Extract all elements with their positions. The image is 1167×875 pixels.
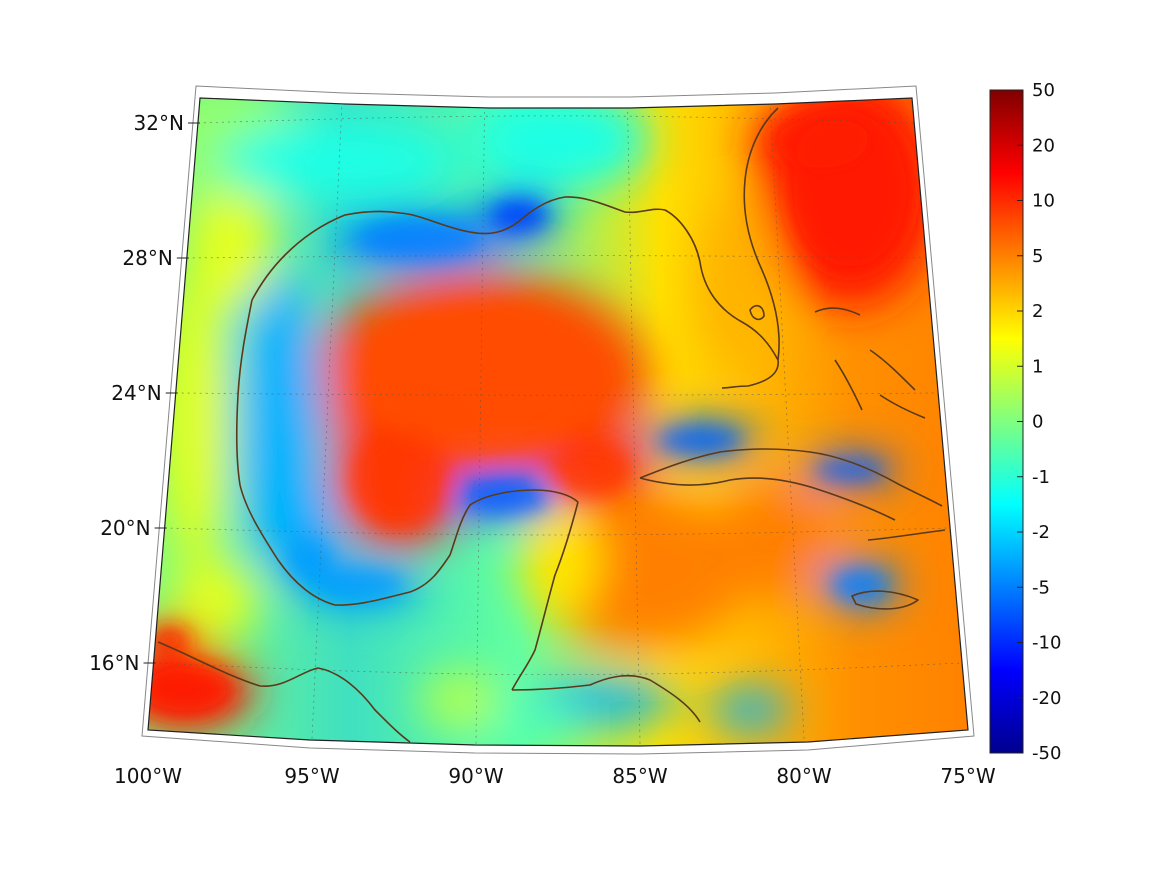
field-region-west-caribbean — [720, 480, 840, 600]
meridian-line — [626, 98, 641, 744]
colorbar-tick-label: -5 — [1032, 577, 1050, 598]
field-core-bay-of-campeche — [314, 569, 406, 601]
longitude-label: 100°W — [114, 764, 182, 788]
honduras-north-coast — [511, 674, 701, 723]
field-region-central-us-band — [220, 120, 460, 200]
field-core-atlantic-northeast — [771, 112, 869, 168]
meridian-line — [311, 98, 344, 739]
colorbar-tick-label: 10 — [1032, 191, 1055, 212]
bahamas — [814, 307, 926, 419]
colorbar-tick-label: 0 — [1032, 412, 1043, 433]
latitude-label: 16°N — [89, 651, 139, 675]
colorbar-tick-label: -10 — [1032, 633, 1061, 654]
latitude-label: 20°N — [100, 516, 150, 540]
coastlines — [157, 107, 946, 743]
colorbar-tick-label: -20 — [1032, 688, 1061, 709]
field-core-north-cuba-strait — [815, 460, 885, 480]
field-core-north-cuba-strait — [658, 427, 742, 453]
colorbar-tick-label: -2 — [1032, 522, 1050, 543]
longitude-label: 80°W — [776, 764, 831, 788]
field-core-sw-corner — [148, 662, 234, 718]
graticule — [153, 98, 963, 744]
colorbar-tick-label: -1 — [1032, 467, 1050, 488]
colorbar-tick-label: 50 — [1032, 80, 1055, 101]
longitude-label: 75°W — [940, 764, 995, 788]
field-region-central-america — [420, 670, 500, 730]
field-region-mexico-interior — [160, 270, 230, 570]
longitude-label: 90°W — [448, 764, 503, 788]
colorbar-tick-label: 2 — [1032, 301, 1043, 322]
latitude-label: 28°N — [122, 246, 172, 270]
latitude-label: 24°N — [111, 381, 161, 405]
field-core-south-gulf — [351, 431, 449, 529]
lake-okeechobee — [749, 304, 765, 321]
field-core-sw-corner — [149, 626, 191, 654]
jamaica — [851, 590, 919, 610]
cuba — [639, 448, 943, 521]
parallel-line — [164, 527, 951, 536]
parallel-line — [175, 392, 939, 396]
field-region-florida — [700, 200, 780, 360]
map-frame — [141, 85, 975, 755]
field-region-mexico-interior — [170, 560, 260, 640]
pacific-coast — [157, 641, 411, 743]
field-core-central-gulf — [361, 303, 599, 457]
field-region-central-us-band — [470, 98, 650, 190]
field-region-honduras-coast — [710, 690, 790, 730]
longitude-label: 85°W — [612, 764, 667, 788]
longitude-labels: 100°W 95°W 90°W 85°W 80°W 75°W — [114, 764, 996, 788]
field-core-mississippi-delta — [492, 199, 548, 231]
florida-atlantic-coast — [743, 107, 780, 361]
longitude-label: 95°W — [284, 764, 339, 788]
colorbar-tick-label: 1 — [1032, 356, 1043, 377]
field-region-texas-interior — [185, 170, 275, 310]
data-field — [148, 98, 968, 746]
field-core-louisiana-coast — [357, 220, 483, 260]
meridian-line — [475, 98, 486, 744]
field-core-bay-of-campeche — [289, 539, 331, 581]
mexico-gulf-coast — [235, 299, 579, 606]
colorbar-tick-label: -50 — [1032, 743, 1061, 764]
yucatan-east-coast — [511, 501, 579, 691]
hispaniola — [867, 529, 946, 541]
latitude-labels: 32°N 28°N 24°N 20°N 16°N — [89, 111, 200, 675]
colorbar-tick-label: 5 — [1032, 246, 1043, 267]
us-gulf-coast — [251, 196, 779, 389]
meridian-line — [768, 98, 805, 739]
colorbar-tick-label: 20 — [1032, 135, 1055, 156]
latitude-label: 32°N — [134, 111, 184, 135]
field-core-campeche-bank — [459, 477, 551, 513]
field-core-jamaica-south — [832, 569, 888, 601]
field-core-south-gulf — [548, 442, 632, 498]
